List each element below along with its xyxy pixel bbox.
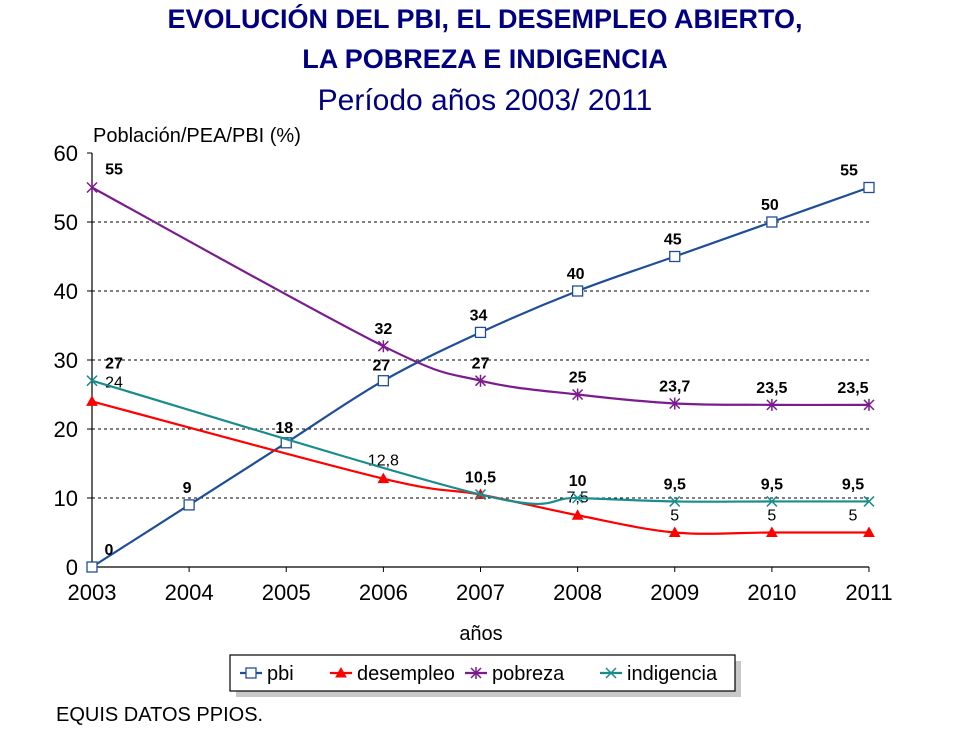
point-indigencia-2010 bbox=[766, 495, 778, 507]
chart-title-line-1: EVOLUCIÓN DEL PBI, EL DESEMPLEO ABIERTO, bbox=[167, 4, 803, 34]
series-line-pobreza bbox=[91, 186, 870, 407]
x-tick-label-2009: 2009 bbox=[650, 580, 699, 605]
data-label-pbi-2004: 9 bbox=[183, 480, 192, 497]
point-pobreza-2006 bbox=[377, 340, 389, 353]
y-tick-label-10: 10 bbox=[54, 486, 78, 511]
y-tick-label-50: 50 bbox=[54, 210, 78, 235]
legend-label-pobreza: pobreza bbox=[492, 663, 565, 685]
data-label-pbi-2003: 0 bbox=[105, 542, 114, 559]
point-pobreza-2010 bbox=[766, 398, 778, 411]
chart-title-line-2: LA POBREZA E INDIGENCIA bbox=[302, 44, 668, 74]
y-axis-title: Población/PEA/PBI (%) bbox=[93, 125, 301, 147]
data-label-desempleo-2009: 5 bbox=[670, 508, 679, 525]
data-label-pbi-2010: 50 bbox=[761, 197, 779, 214]
point-pbi-2006 bbox=[377, 375, 390, 387]
data-label-pbi-2007: 34 bbox=[470, 307, 488, 324]
x-tick-label-2008: 2008 bbox=[553, 580, 602, 605]
y-tick-label-30: 30 bbox=[54, 348, 78, 373]
point-pbi-2003 bbox=[86, 561, 98, 573]
data-label-pobreza-2011: 23,5 bbox=[837, 380, 868, 397]
data-label-indigencia-2007: 10,5 bbox=[465, 470, 496, 487]
x-tick-label-2007: 2007 bbox=[456, 580, 505, 605]
x-tick-label-2003: 2003 bbox=[68, 580, 117, 605]
point-desempleo-2003 bbox=[86, 395, 98, 406]
point-pbi-2011 bbox=[863, 181, 875, 194]
point-indigencia-2011 bbox=[863, 495, 875, 507]
y-tick-label-40: 40 bbox=[54, 279, 78, 304]
y-tick-label-0: 0 bbox=[66, 555, 78, 580]
point-pbi-2010 bbox=[766, 216, 778, 228]
point-pobreza-2008 bbox=[572, 388, 584, 401]
x-tick-label-2006: 2006 bbox=[359, 580, 408, 605]
point-pobreza-2009 bbox=[669, 397, 681, 410]
x-tick-label-2010: 2010 bbox=[747, 580, 796, 605]
point-indigencia-2003 bbox=[86, 375, 98, 387]
legend-marker-pobreza bbox=[470, 667, 482, 679]
legend-label-indigencia: indigencia bbox=[627, 663, 718, 685]
x-tick-label-2005: 2005 bbox=[262, 580, 311, 605]
data-label-pbi-2011: 55 bbox=[840, 163, 858, 180]
point-pobreza-2003 bbox=[86, 181, 98, 194]
data-label-pbi-2008: 40 bbox=[567, 266, 585, 283]
point-desempleo-2006 bbox=[377, 472, 390, 484]
data-label-pobreza-2008: 25 bbox=[569, 370, 587, 387]
y-tick-label-20: 20 bbox=[54, 417, 78, 442]
data-label-pbi-2005: 18 bbox=[275, 420, 293, 437]
point-pbi-2005 bbox=[280, 437, 292, 449]
point-desempleo-2011 bbox=[863, 526, 875, 537]
data-label-pbi-2006: 27 bbox=[372, 358, 390, 375]
data-label-indigencia-2003: 27 bbox=[105, 356, 123, 373]
point-desempleo-2009 bbox=[668, 526, 681, 537]
data-label-desempleo-2010: 5 bbox=[767, 508, 776, 525]
point-pbi-2008 bbox=[571, 285, 584, 297]
x-axis-title: años bbox=[459, 623, 502, 645]
data-label-desempleo-2003: 24 bbox=[105, 374, 123, 391]
data-label-indigencia-2011: 9,5 bbox=[842, 476, 864, 493]
data-label-pobreza-2010: 23,5 bbox=[756, 380, 787, 397]
point-pobreza-2011 bbox=[863, 398, 875, 411]
series-line-desempleo bbox=[91, 400, 869, 535]
y-tick-label-60: 60 bbox=[54, 141, 78, 166]
data-label-pobreza-2003: 55 bbox=[105, 162, 123, 179]
legend-marker-indigencia bbox=[605, 667, 617, 679]
legend-marker-desempleo bbox=[335, 666, 347, 678]
point-pbi-2009 bbox=[669, 250, 681, 263]
footnote: EQUIS DATOS PPIOS. bbox=[56, 704, 264, 726]
point-indigencia-2008 bbox=[572, 492, 584, 504]
point-desempleo-2010 bbox=[766, 526, 778, 537]
point-pbi-2007 bbox=[474, 326, 487, 339]
point-pbi-2004 bbox=[183, 499, 195, 511]
data-label-pobreza-2006: 32 bbox=[374, 321, 392, 338]
legend-marker-pbi bbox=[245, 667, 257, 679]
point-indigencia-2009 bbox=[669, 495, 681, 507]
x-tick-label-2004: 2004 bbox=[165, 580, 214, 605]
point-indigencia-2007 bbox=[474, 489, 487, 501]
data-label-desempleo-2011: 5 bbox=[849, 508, 858, 525]
data-label-pbi-2009: 45 bbox=[664, 232, 682, 249]
x-tick-label-2011: 2011 bbox=[845, 580, 892, 605]
data-label-indigencia-2009: 9,5 bbox=[664, 476, 686, 493]
point-pobreza-2007 bbox=[474, 374, 487, 387]
data-label-indigencia-2010: 9,5 bbox=[761, 476, 783, 493]
legend-label-desempleo: desempleo bbox=[357, 663, 455, 685]
data-label-pobreza-2009: 23,7 bbox=[659, 378, 690, 395]
data-label-pobreza-2007: 27 bbox=[472, 356, 490, 373]
data-label-indigencia-2008: 10 bbox=[569, 473, 587, 490]
chart-subtitle: Período años 2003/ 2011 bbox=[317, 84, 653, 117]
point-desempleo-2008 bbox=[571, 509, 584, 520]
legend-label-pbi: pbi bbox=[267, 663, 294, 685]
